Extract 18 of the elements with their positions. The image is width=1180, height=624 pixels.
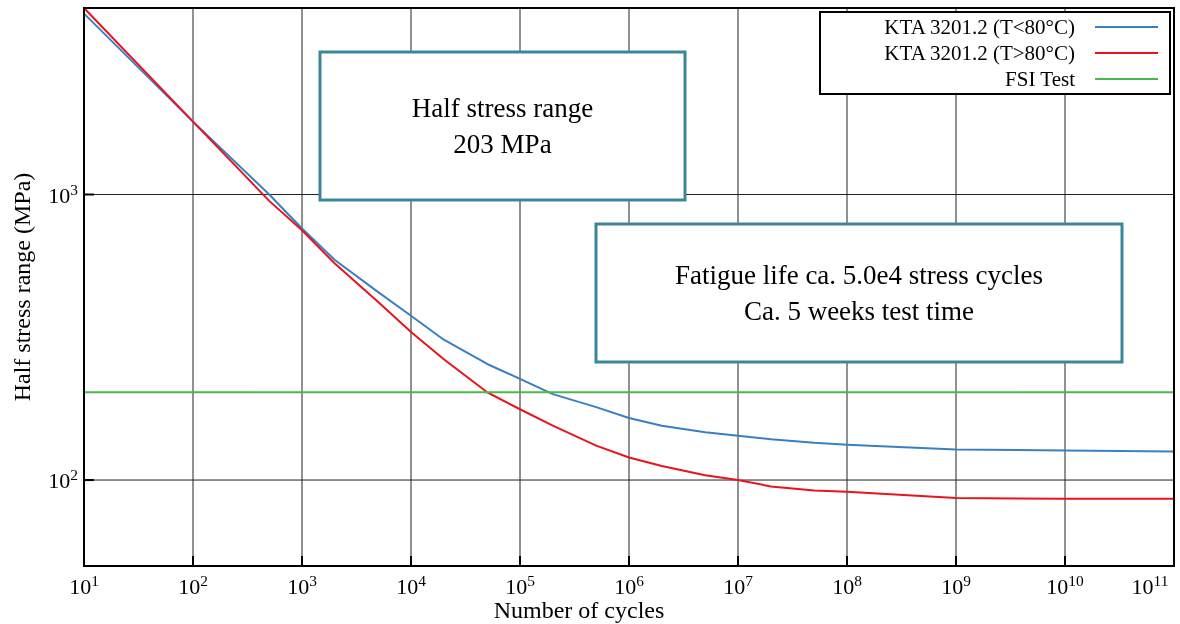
x-tick-label: 10$^{4}$ <box>396 571 427 599</box>
x-tick-label: 10$^{1}$ <box>69 571 99 599</box>
x-tick-label: 10$^{10}$ <box>1046 571 1084 599</box>
x-tick-label: 10$^{6}$ <box>614 571 645 599</box>
annotation: Half stress range 203 MPa <box>411 93 594 159</box>
x-axis-title: Number of cycles <box>493 597 665 623</box>
x-tick-label: 10$^{3}$ <box>287 571 318 599</box>
x-tick-label: 10$^{11}$ <box>1131 571 1169 599</box>
legend-label: KTA 3201.2 (T<80°C) <box>884 15 1075 39</box>
y-axis-title: Half stress range (MPa) <box>9 172 35 402</box>
legend-label: KTA 3201.2 (T>80°C) <box>884 41 1075 65</box>
x-tick-label: 10$^{8}$ <box>832 571 863 599</box>
annotation: Fatigue life ca. 5.0e4 stress cycles Ca. 5 weeks test time <box>674 260 1044 326</box>
x-tick-label: 10$^{2}$ <box>178 571 208 599</box>
x-tick-label: 10$^{5}$ <box>505 571 536 599</box>
legend-label: FSI Test <box>1005 67 1076 91</box>
x-tick-label: 10$^{7}$ <box>723 571 754 599</box>
x-tick-label: 10$^{9}$ <box>941 571 972 599</box>
